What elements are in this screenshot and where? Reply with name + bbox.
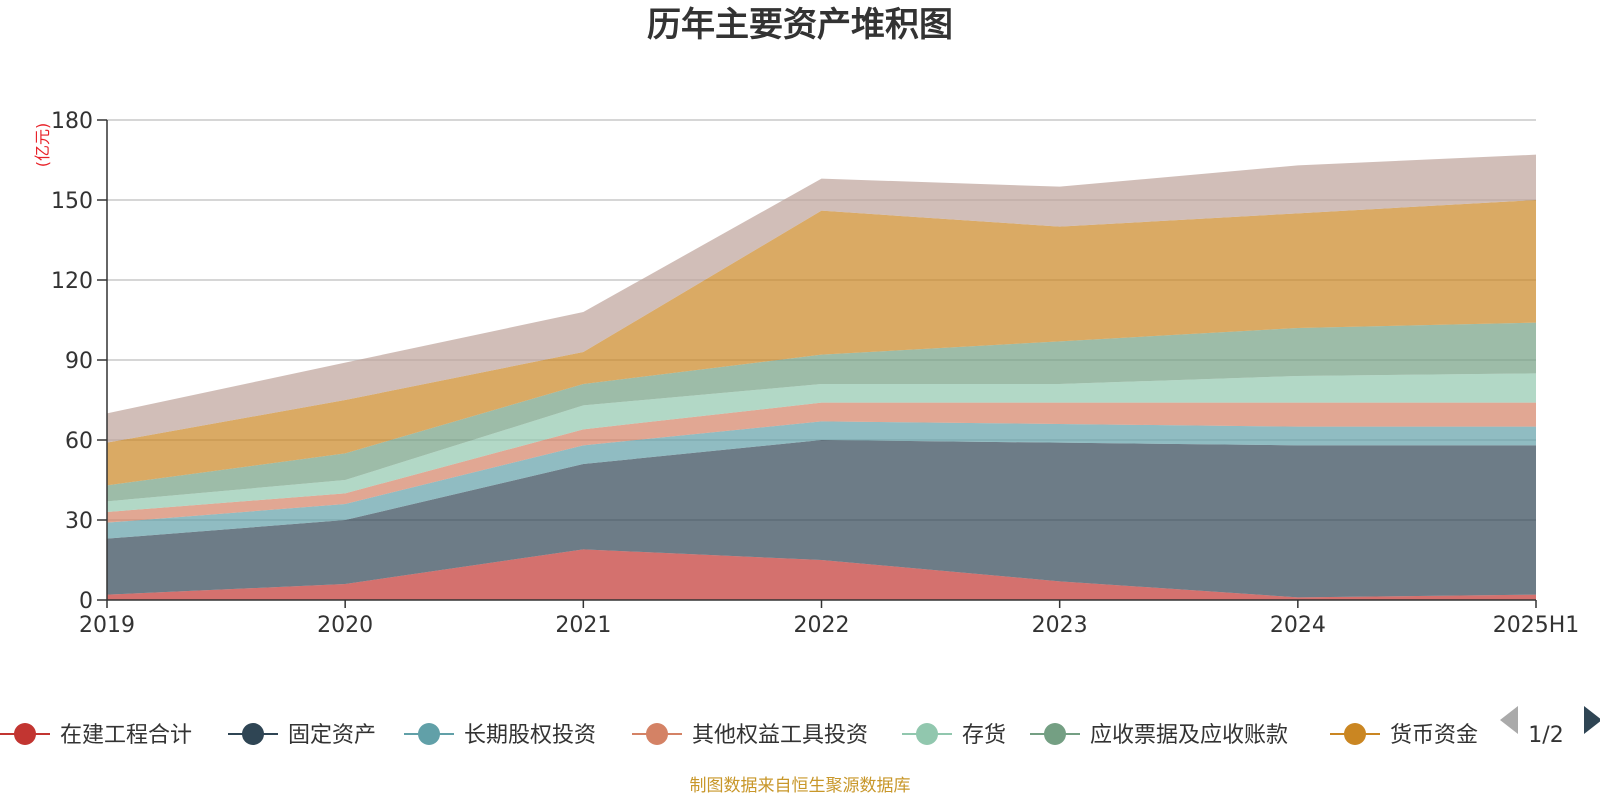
x-tick-label: 2019 [79, 613, 135, 638]
legend-label: 固定资产 [288, 723, 376, 748]
area-series-4 [107, 402, 1536, 523]
area-series-6 [107, 322, 1536, 502]
y-tick-label: 90 [65, 349, 93, 374]
legend-item[interactable]: 存货 [902, 723, 1006, 748]
axes: 0 30 60 90 120 150 180 2019 2020 2021 2022 2023 2024… [51, 109, 1579, 638]
legend-dot-icon [646, 723, 668, 745]
legend-item[interactable]: 固定资产 [228, 723, 376, 748]
legend: 在建工程合计 固定资产 长期股权投资 其他权益工具投资 存货 应收票据及应收账款 货币资金 [0, 723, 1478, 748]
area-series-8 [107, 154, 1536, 443]
legend-prev-arrow-icon[interactable] [1500, 706, 1518, 734]
y-tick-label: 0 [79, 589, 93, 614]
legend-label: 其他权益工具投资 [692, 723, 868, 748]
y-tick-label: 150 [51, 189, 93, 214]
legend-next-arrow-icon[interactable] [1584, 706, 1600, 734]
legend-item[interactable]: 长期股权投资 [404, 723, 596, 748]
legend-dot-icon [916, 723, 938, 745]
x-tick-label: 2021 [555, 613, 611, 638]
legend-label: 长期股权投资 [464, 723, 596, 748]
chart-title: 历年主要资产堆积图 [647, 5, 953, 45]
x-tick-label: 2020 [317, 613, 373, 638]
x-tick-label: 2024 [1270, 613, 1326, 638]
y-tick-label: 30 [65, 509, 93, 534]
legend-label: 存货 [962, 723, 1006, 748]
area-series-1 [107, 549, 1536, 600]
legend-dot-icon [14, 723, 36, 745]
x-tick-label: 2023 [1032, 613, 1088, 638]
legend-item[interactable]: 货币资金 [1330, 723, 1478, 748]
legend-page-indicator: 1/2 [1528, 723, 1563, 748]
data-source-note: 制图数据来自恒生聚源数据库 [690, 776, 911, 796]
legend-dot-icon [1344, 723, 1366, 745]
legend-dot-icon [1044, 723, 1066, 745]
x-tick-label: 2022 [794, 613, 850, 638]
x-tick-label: 2025H1 [1493, 613, 1580, 638]
legend-item[interactable]: 应收票据及应收账款 [1030, 723, 1288, 748]
legend-label: 在建工程合计 [60, 723, 192, 748]
area-series-5 [107, 373, 1536, 512]
legend-label: 应收票据及应收账款 [1090, 723, 1288, 748]
y-tick-label: 60 [65, 429, 93, 454]
legend-label: 货币资金 [1390, 723, 1478, 748]
area-series [107, 154, 1536, 600]
y-axis-unit: (亿元) [33, 123, 52, 168]
legend-item[interactable]: 其他权益工具投资 [632, 723, 868, 748]
y-tick-label: 180 [51, 109, 93, 134]
legend-dot-icon [418, 723, 440, 745]
area-series-7 [107, 200, 1536, 486]
legend-pager: 1/2 [1500, 706, 1600, 748]
legend-dot-icon [242, 723, 264, 745]
area-series-3 [107, 421, 1536, 539]
y-tick-label: 120 [51, 269, 93, 294]
legend-item[interactable]: 在建工程合计 [0, 723, 192, 748]
area-series-2 [107, 440, 1536, 598]
